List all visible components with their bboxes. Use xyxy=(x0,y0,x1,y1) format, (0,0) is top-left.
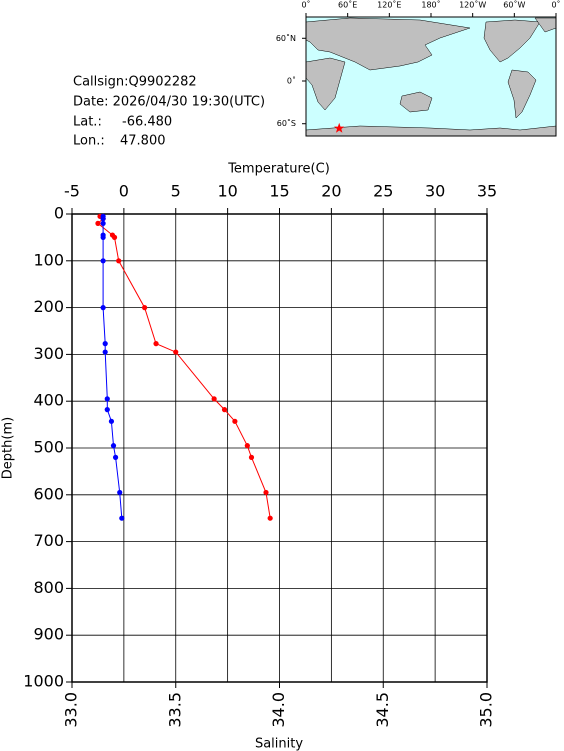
y-tick-label: 500 xyxy=(33,438,64,457)
x-tick-label: 33.0 xyxy=(62,692,81,728)
profile-point xyxy=(100,220,106,226)
plot-frame xyxy=(71,213,488,683)
y-tick-label: 200 xyxy=(33,297,64,316)
y-tick-label: 300 xyxy=(33,344,64,363)
profile-point xyxy=(153,341,159,347)
map-lat-label: 60˚S xyxy=(277,118,296,128)
profile-point xyxy=(221,407,228,413)
profile-point xyxy=(263,489,269,496)
map-lon-label: 120˚E xyxy=(377,0,401,10)
profile-point xyxy=(104,407,110,413)
x-tick-label: 33.5 xyxy=(165,692,184,728)
profile-line xyxy=(97,215,271,519)
y-tick-label: 600 xyxy=(33,484,64,503)
y-tick-label: 700 xyxy=(33,531,64,550)
x2-tick-label: 30 xyxy=(425,182,445,201)
x2-tick-label: 0 xyxy=(119,182,129,201)
profile-point xyxy=(173,349,179,355)
profile-point xyxy=(142,305,148,311)
profile-point xyxy=(211,396,217,402)
profile-point xyxy=(104,396,110,402)
x2-tick-label: 25 xyxy=(373,182,393,201)
map-lon-label: 0˚ xyxy=(301,0,310,10)
map-lat-label: 0˚ xyxy=(287,76,296,86)
map-land xyxy=(305,17,557,137)
profile-point xyxy=(111,234,118,240)
profile-point xyxy=(112,454,119,460)
map-lon-label: 0˚ xyxy=(551,0,560,10)
y-axis-title: Depth(m) xyxy=(1,417,16,479)
y-tick-label: 400 xyxy=(33,391,64,410)
profile-point xyxy=(100,234,106,240)
profile-point xyxy=(102,349,108,355)
map-lon-label: 120˚W xyxy=(459,0,486,10)
lat-label: Lat.: xyxy=(73,115,102,130)
profile-point xyxy=(116,258,122,264)
lon-value: 47.800 xyxy=(120,134,166,149)
profile-point xyxy=(244,443,250,449)
callsign: Callsign:Q9902282 xyxy=(73,75,197,90)
profile-point xyxy=(100,305,106,311)
profile-point xyxy=(102,341,108,347)
x-tick-label: 34.5 xyxy=(373,692,392,728)
profile-point xyxy=(108,418,115,424)
lon-label: Lon.: xyxy=(73,134,105,149)
profile-point xyxy=(119,515,125,521)
x2-tick-label: 20 xyxy=(321,182,341,201)
y-tick-label: 0 xyxy=(54,204,64,223)
map-lon-label: 180˚ xyxy=(421,0,440,10)
profile-point xyxy=(95,220,101,226)
profile-point xyxy=(110,443,117,449)
profile-point xyxy=(100,216,106,222)
y-tick-label: 900 xyxy=(33,625,64,644)
profile-point xyxy=(117,489,123,496)
profile-line xyxy=(102,216,123,519)
x2-tick-label: 10 xyxy=(217,182,237,201)
profile-point xyxy=(232,418,238,424)
lat-value: -66.480 xyxy=(122,115,172,130)
y-tick-label: 800 xyxy=(33,578,64,597)
map-lon-label: 60˚W xyxy=(503,0,525,10)
date: Date: 2026/04/30 19:30(UTC) xyxy=(73,95,265,110)
x-axis-title: Salinity xyxy=(255,737,303,751)
x2-tick-label: -5 xyxy=(64,182,80,201)
profile-point xyxy=(248,454,255,460)
y-tick-label: 1000 xyxy=(23,672,64,691)
profile-point xyxy=(267,515,273,521)
x2-axis-title: Temperature(C) xyxy=(227,162,330,177)
y-tick-label: 100 xyxy=(33,250,64,269)
map-lon-label: 60˚E xyxy=(338,0,357,10)
x2-tick-label: 15 xyxy=(269,182,289,201)
profile-point xyxy=(100,258,106,264)
x-tick-label: 34.0 xyxy=(269,692,288,728)
station-marker xyxy=(334,122,345,133)
x2-tick-label: 35 xyxy=(477,182,497,201)
x-tick-label: 35.0 xyxy=(477,692,496,728)
map-lat-label: 60˚N xyxy=(276,33,296,43)
x2-tick-label: 5 xyxy=(171,182,181,201)
